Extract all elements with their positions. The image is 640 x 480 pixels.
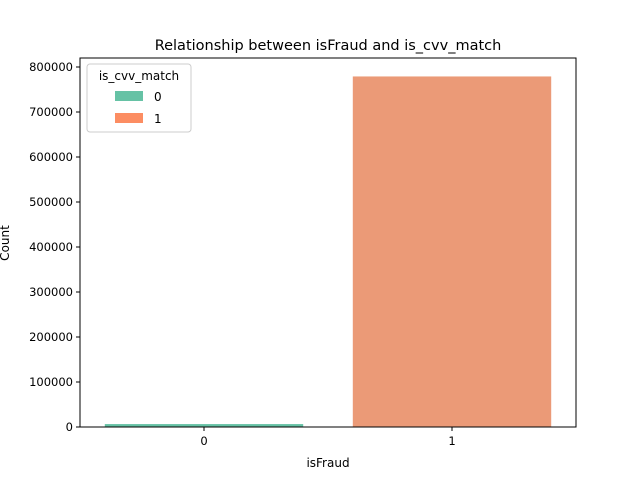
y-tick-label: 300000 xyxy=(29,285,73,299)
y-tick-label: 700000 xyxy=(29,105,73,119)
legend-label-1: 1 xyxy=(154,112,162,126)
chart-title: Relationship between isFraud and is_cvv_… xyxy=(155,38,502,54)
y-tick-label: 200000 xyxy=(29,330,73,344)
y-tick-label: 400000 xyxy=(29,240,73,254)
legend: is_cvv_match 0 1 xyxy=(86,63,192,133)
y-tick-label: 600000 xyxy=(29,150,73,164)
bar-isfraud-0 xyxy=(104,424,304,427)
bar-isfraud-1 xyxy=(352,76,552,427)
y-tick-label: 100000 xyxy=(29,375,73,389)
legend-swatch-0 xyxy=(115,91,143,101)
x-tick-label: 0 xyxy=(200,434,207,448)
axes-frame xyxy=(79,57,577,428)
legend-swatch-1 xyxy=(115,113,143,123)
legend-title: is_cvv_match xyxy=(99,69,179,83)
y-tick-label: 500000 xyxy=(29,195,73,209)
y-axis-label: Count xyxy=(0,225,12,261)
x-tick-label: 1 xyxy=(448,434,455,448)
x-axis-label: isFraud xyxy=(306,456,349,470)
legend-label-0: 0 xyxy=(154,90,162,104)
y-tick-label: 800000 xyxy=(29,60,73,74)
y-tick-label: 0 xyxy=(66,420,73,434)
plot-area: 0 100000 200000 300000 400000 500000 600000 700… xyxy=(29,57,577,448)
